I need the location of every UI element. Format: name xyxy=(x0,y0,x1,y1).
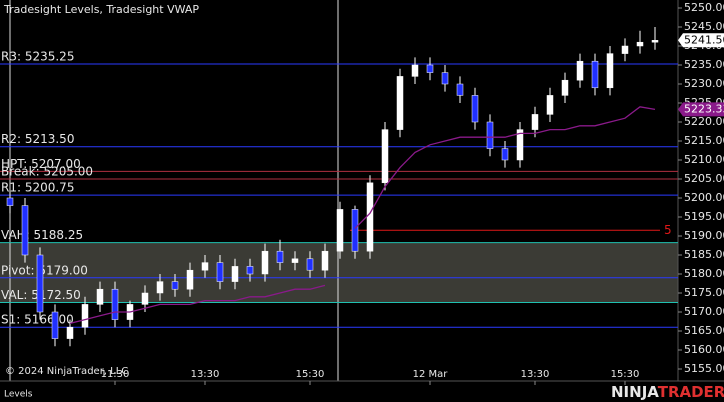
copyright: © 2024 NinjaTrader, LLC xyxy=(5,366,128,377)
y-tick-label: 5175.00 xyxy=(684,286,724,299)
candle-body xyxy=(141,292,149,305)
candle-body xyxy=(606,53,614,89)
candle-body xyxy=(426,64,434,73)
candle-body xyxy=(591,60,599,89)
y-tick-label: 5165.00 xyxy=(684,324,724,337)
candle-body xyxy=(486,121,494,149)
tab[interactable]: Levels xyxy=(4,390,33,400)
candle-body xyxy=(576,60,584,81)
candle-body xyxy=(81,304,89,328)
candle-body xyxy=(36,254,44,313)
x-tick-label: 13:30 xyxy=(191,369,220,380)
level-label: R2: 5213.50 xyxy=(1,132,74,146)
y-tick-label: 5205.00 xyxy=(684,172,724,185)
candle-body xyxy=(111,288,119,320)
y-tick-label: 5195.00 xyxy=(684,210,724,223)
candle-body xyxy=(201,262,209,271)
candle-body xyxy=(441,72,449,85)
candle-body xyxy=(501,148,509,161)
price-tag-label: 5223.33 xyxy=(684,102,724,115)
price-tag xyxy=(678,102,724,117)
x-tick-label: 15:30 xyxy=(296,369,325,380)
candle-body xyxy=(186,269,194,290)
y-tick-label: 5235.00 xyxy=(684,58,724,71)
level-label: S1: 5166.00 xyxy=(1,313,74,327)
candle-body xyxy=(381,129,389,184)
candle-body xyxy=(306,258,314,271)
candle-body xyxy=(51,311,59,339)
candle-body xyxy=(531,114,539,130)
x-tick-label: 15:30 xyxy=(611,369,640,380)
candle-body xyxy=(336,209,344,252)
candle-body xyxy=(156,281,164,294)
x-tick-label: 11:30 xyxy=(101,369,130,380)
candle-body xyxy=(261,250,269,275)
level-label: R3: 5235.25 xyxy=(1,50,74,64)
candle-body xyxy=(561,79,569,96)
candle-body xyxy=(366,182,374,252)
candle-body xyxy=(396,76,404,130)
y-tick-label: 5245.00 xyxy=(684,20,724,33)
y-tick-label: 5170.00 xyxy=(684,305,724,318)
candle-body xyxy=(6,197,14,206)
candle-body xyxy=(321,250,329,271)
candle-body xyxy=(621,45,629,54)
logo-part: TRADER xyxy=(658,383,724,401)
vwap-line xyxy=(69,106,656,325)
candle-body xyxy=(411,64,419,77)
y-tick-label: 5180.00 xyxy=(684,267,724,280)
level-label: Pivot: 5179.00 xyxy=(1,263,88,277)
candle-body xyxy=(636,41,644,47)
candle-body xyxy=(546,95,554,115)
candle-body xyxy=(231,266,239,282)
candle-body xyxy=(21,205,29,256)
level-label: Break: 5205.00 xyxy=(1,165,93,179)
chart-title: Tradesight Levels, Tradesight VWAP xyxy=(3,3,199,16)
candle-body xyxy=(471,95,479,123)
candle-body xyxy=(96,288,104,305)
logo-part: NINJA xyxy=(611,383,659,401)
y-tick-label: 5190.00 xyxy=(684,229,724,242)
y-tick-label: 5215.00 xyxy=(684,134,724,147)
price-tag-label: 5241.50 xyxy=(684,33,724,46)
candle-body xyxy=(66,326,74,339)
y-tick-label: 5160.00 xyxy=(684,343,724,356)
candle-body xyxy=(456,83,464,96)
candle-body xyxy=(171,281,179,290)
candle-body xyxy=(246,266,254,275)
y-tick-label: 5200.00 xyxy=(684,191,724,204)
y-tick-label: 5210.00 xyxy=(684,153,724,166)
candle-body xyxy=(516,129,524,161)
target-label: 5 xyxy=(664,223,672,237)
candle-body xyxy=(216,262,224,282)
candle-body xyxy=(351,209,359,252)
y-tick-label: 5230.00 xyxy=(684,77,724,90)
candle-body xyxy=(291,258,299,263)
y-tick-label: 5250.00 xyxy=(684,1,724,14)
y-tick-label: 5185.00 xyxy=(684,248,724,261)
logo: NINJATRADER xyxy=(611,383,724,401)
price-tag xyxy=(678,33,724,48)
y-tick-label: 5155.00 xyxy=(684,362,724,375)
x-tick-label: 13:30 xyxy=(521,369,550,380)
x-tick-label: 12 Mar xyxy=(413,369,449,380)
y-tick-label: 5220.00 xyxy=(684,115,724,128)
level-label: VAH: 5188.25 xyxy=(1,228,83,242)
candle-body xyxy=(276,250,284,263)
level-label: HPT: 5207.00 xyxy=(1,157,81,171)
candle-body xyxy=(651,40,659,43)
level-label: R1: 5200.75 xyxy=(1,181,74,195)
